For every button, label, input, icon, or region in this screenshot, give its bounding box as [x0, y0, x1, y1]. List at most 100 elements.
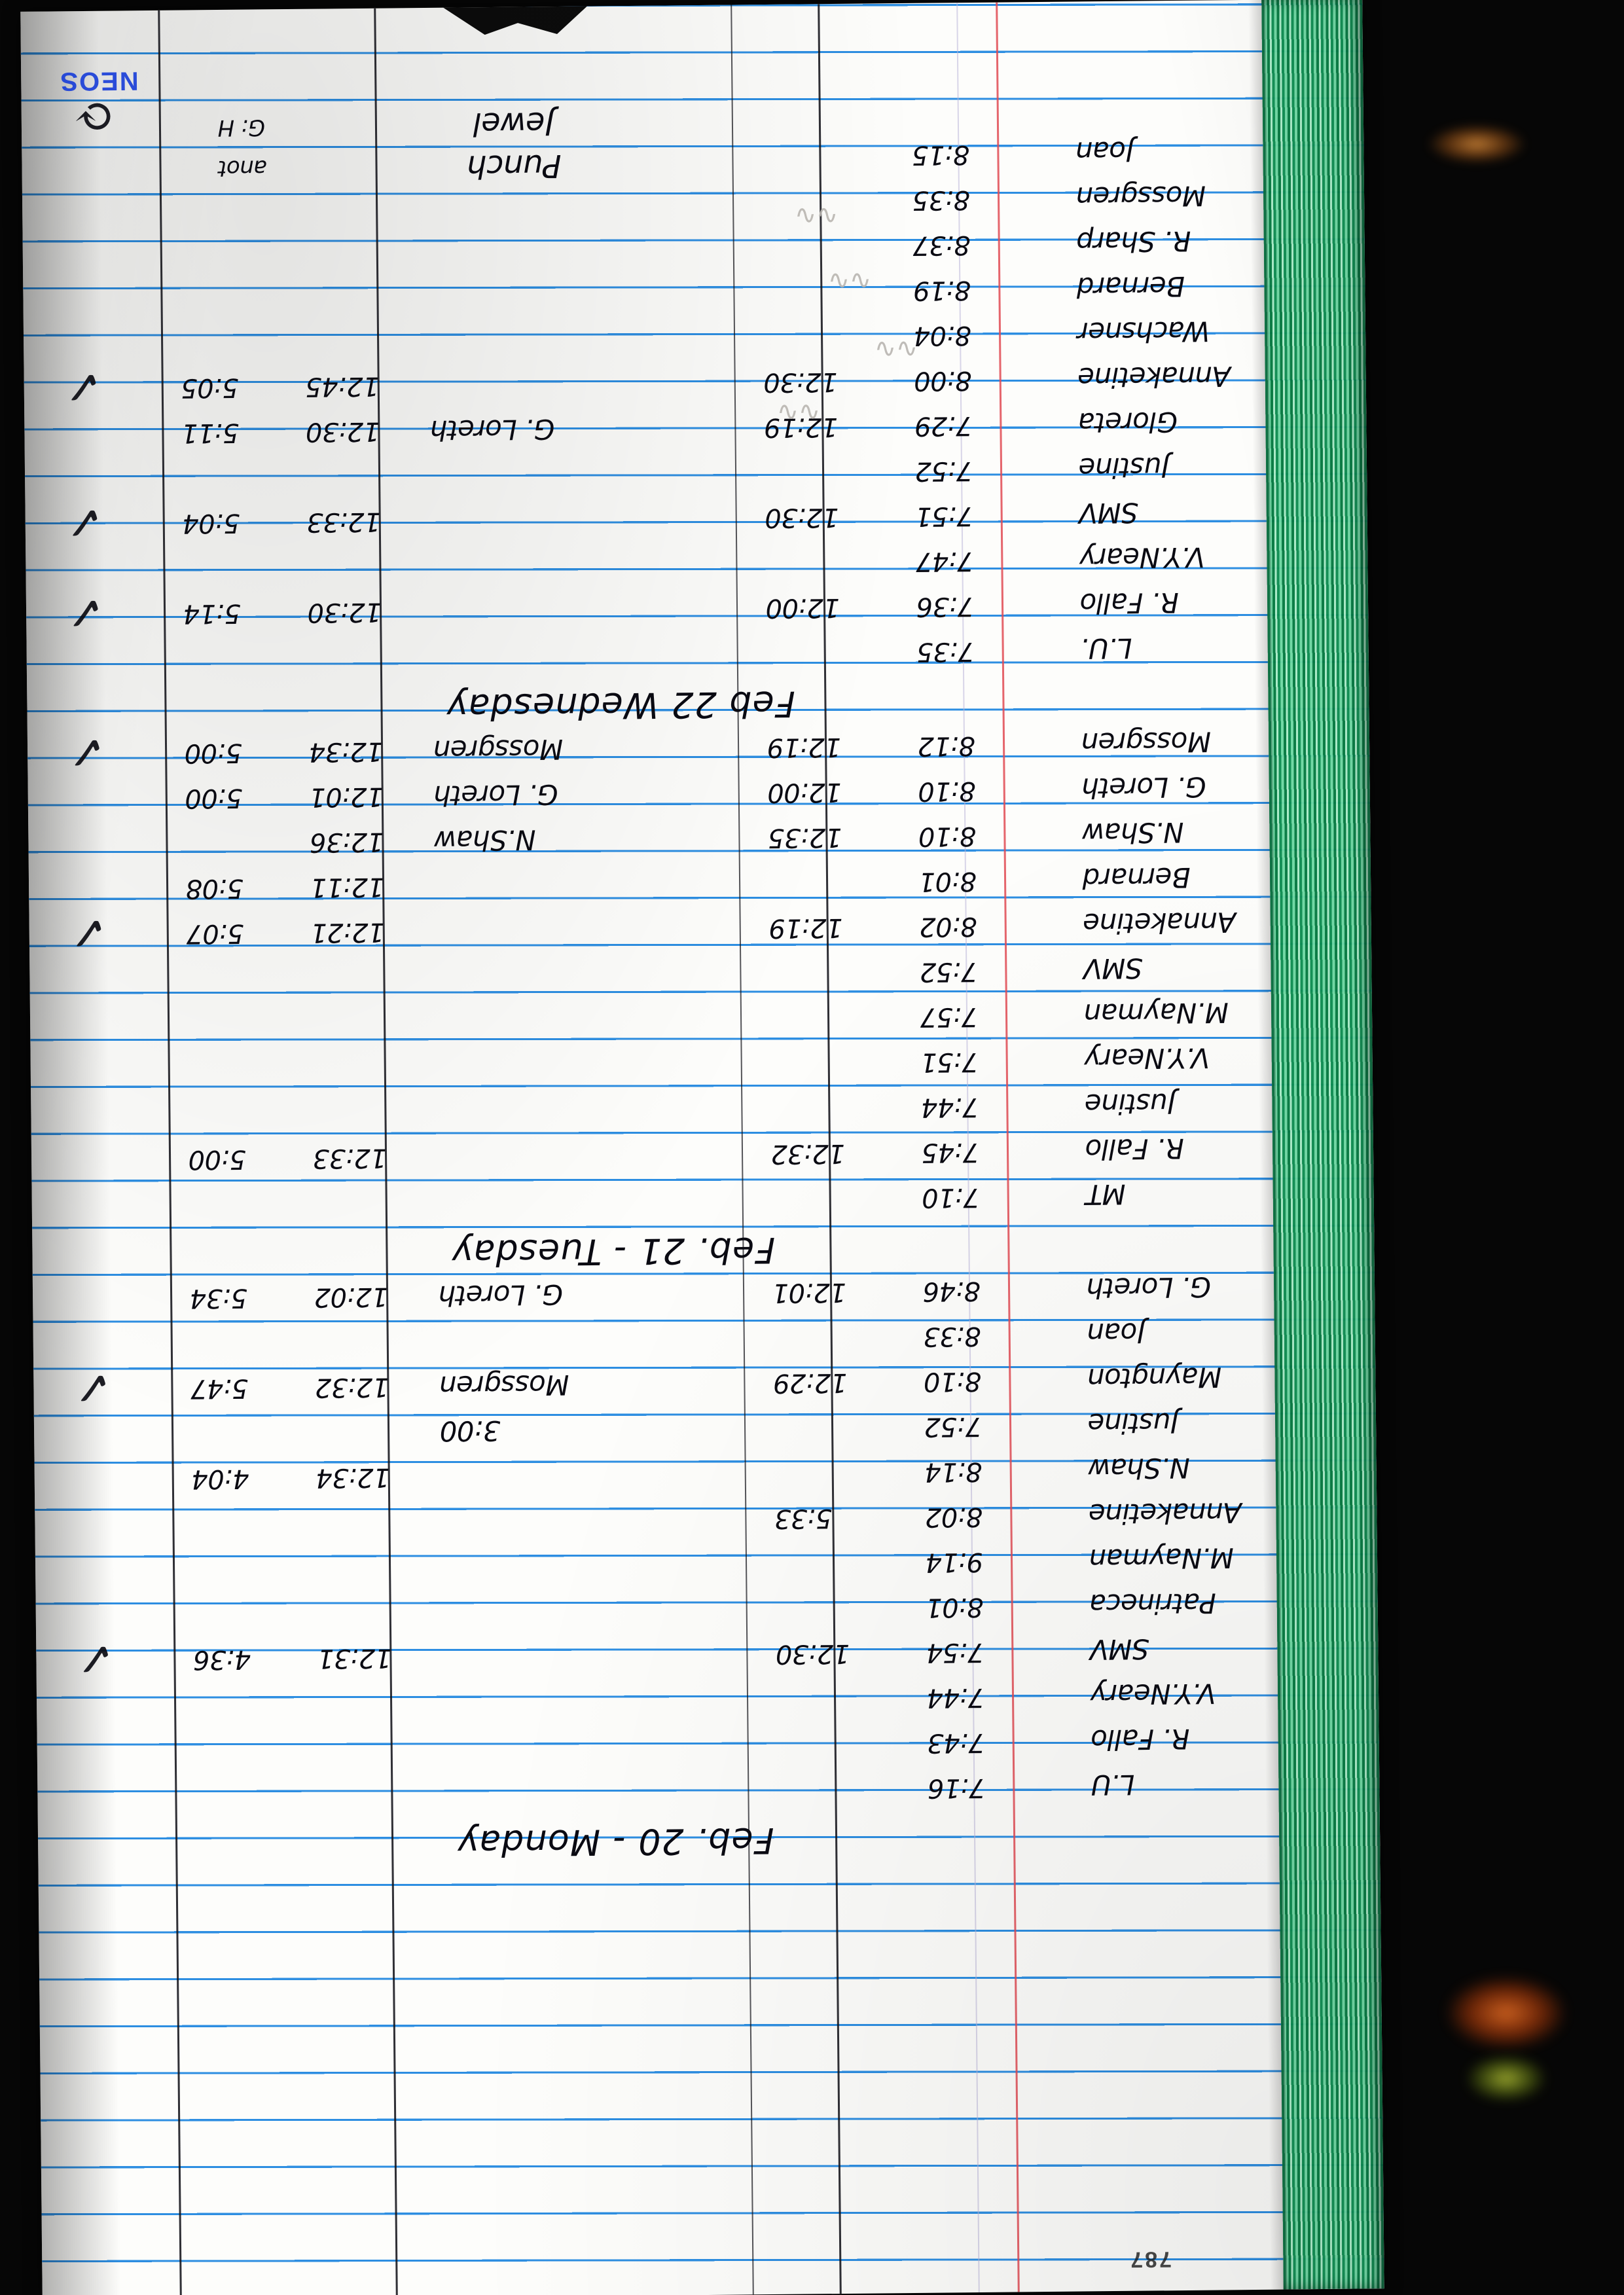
cell-morning-in-feb20-11: 7:16	[928, 1772, 986, 1803]
section-header-feb21: Feb. 21 - Tuesday	[451, 1229, 776, 1274]
cell-noon-out-feb20-0: 12:01	[772, 1276, 847, 1309]
cell-morning-in-feb20-2: 8:10	[924, 1365, 982, 1397]
cell-name-feb22-8: SMV	[1079, 496, 1139, 530]
page-number: 787	[1128, 2247, 1172, 2272]
pencil-showthrough-1: ∿∿	[828, 265, 872, 297]
cell-note-feb20-3: 3:00	[439, 1415, 501, 1447]
cell-name-feb20-11: L.U	[1091, 1768, 1135, 1801]
cell-name-feb21-3: Bernard	[1082, 861, 1191, 894]
row-checkmark-feb22-5: ✓	[63, 359, 103, 415]
cell-morning-in-feb22-11: 7:35	[916, 636, 975, 667]
cell-last-out-feb20-8: 4:36	[193, 1644, 251, 1675]
cell-note-feb21-1: G. Loreth	[433, 778, 559, 812]
cell-noon-out-feb20-5: 5:33	[774, 1503, 833, 1534]
cell-last-out-feb21-4: 5:07	[186, 918, 244, 949]
cell-last-out-feb21-3: 5:08	[185, 873, 244, 904]
cell-afternoon-in-feb21-2: 12:36	[310, 826, 384, 858]
cell-noon-out-feb21-4: 12:19	[768, 912, 843, 943]
cell-morning-in-feb22-3: 8:19	[913, 275, 971, 306]
row-checkmark-feb20-2: ✓	[73, 1360, 113, 1416]
row-checkmark-feb21-4: ✓	[68, 905, 109, 960]
cell-morning-in-feb21-8: 7:44	[921, 1091, 979, 1123]
top-note-mark: G: H	[217, 114, 266, 141]
cell-name-feb22-6: Gloreta	[1078, 405, 1178, 439]
cell-morning-in-feb21-5: 7:52	[920, 956, 978, 987]
cell-noon-out-feb20-2: 12:29	[773, 1367, 848, 1399]
cell-afternoon-in-feb22-10: 12:30	[307, 596, 382, 628]
cell-morning-in-feb22-1: 8:35	[912, 185, 971, 215]
pencil-showthrough-3: ∿∿	[776, 397, 821, 427]
cell-morning-in-feb21-7: 7:51	[920, 1046, 979, 1077]
cell-afternoon-in-feb20-0: 12:02	[314, 1281, 389, 1312]
cell-name-feb20-7: Patrineca	[1089, 1587, 1217, 1621]
cell-noon-out-feb21-2: 12:35	[768, 822, 842, 853]
cell-morning-in-feb20-7: 8:01	[926, 1591, 984, 1623]
cell-note-feb20-0: G. Loreth	[438, 1278, 564, 1312]
cell-note-feb21-2: N.Shaw	[434, 823, 536, 857]
section-header-feb20: Feb. 20 - Monday	[456, 1820, 775, 1864]
cell-name-feb21-6: M.Nayman	[1083, 996, 1229, 1030]
cell-morning-in-feb21-2: 8:10	[918, 820, 977, 852]
cell-morning-in-feb20-1: 8:33	[923, 1320, 981, 1352]
cell-name-feb21-0: Mossgren	[1081, 725, 1212, 759]
top-note-mark2: anot	[218, 154, 268, 182]
cell-morning-in-feb21-0: 8:12	[917, 730, 976, 761]
cell-morning-in-feb22-8: 7:51	[915, 500, 973, 532]
cell-name-feb22-10: R. Fallo	[1079, 586, 1180, 620]
cell-name-feb22-4: Wachsner	[1077, 315, 1210, 349]
cell-morning-in-feb20-8: 7:54	[926, 1636, 984, 1668]
cell-name-feb21-4: Annaketine	[1083, 905, 1236, 939]
cell-morning-in-feb20-9: 7:44	[926, 1682, 985, 1713]
cell-last-out-feb20-0: 5:34	[189, 1282, 248, 1314]
cell-last-out-feb22-5: 5:05	[181, 372, 239, 403]
cell-afternoon-in-feb21-3: 12:11	[310, 871, 385, 903]
notebook-page: NEOS Jewel Punch G: H anot ⟳ 787 Joan 8:1…	[20, 0, 1384, 2295]
cell-afternoon-in-feb21-4: 12:21	[310, 916, 385, 948]
scanner-light-flare-top	[1428, 124, 1526, 164]
top-note-line1: Jewel	[473, 105, 554, 143]
cell-morning-in-feb22-4: 8:04	[913, 319, 972, 351]
cell-note-feb20-2: Mossgren	[439, 1369, 569, 1402]
cell-name-feb20-6: M.Nayman	[1089, 1542, 1235, 1576]
cell-afternoon-in-feb20-4: 12:34	[316, 1462, 390, 1493]
cell-noon-out-feb22-8: 12:30	[765, 501, 839, 533]
row-checkmark-feb22-8: ✓	[64, 494, 105, 551]
cell-name-feb22-0: Joan	[1075, 135, 1134, 168]
cell-morning-in-feb21-10: 7:10	[922, 1182, 980, 1213]
cell-name-feb21-8: Justine	[1085, 1087, 1176, 1120]
cell-afternoon-in-feb20-2: 12:32	[315, 1371, 389, 1403]
cell-name-feb22-7: Justine	[1078, 451, 1170, 484]
cell-afternoon-in-feb21-0: 12:34	[308, 736, 384, 767]
pencil-showthrough-2: ∿∿	[875, 333, 918, 365]
cell-name-feb20-10: R. Fallo	[1091, 1722, 1190, 1756]
cell-noon-out-feb20-8: 12:30	[776, 1638, 850, 1669]
cell-name-feb22-11: L.U.	[1080, 632, 1132, 665]
cell-last-out-feb20-4: 4:04	[191, 1463, 249, 1494]
left-scrawl-top: ⟳	[73, 89, 114, 145]
cell-afternoon-in-feb22-6: 12:30	[306, 416, 380, 447]
cell-name-feb21-5: SMV	[1083, 952, 1143, 985]
cell-morning-in-feb22-7: 7:52	[914, 455, 973, 486]
cell-morning-in-feb20-4: 8:14	[924, 1456, 983, 1487]
cell-name-feb22-9: V.Y.Neary	[1079, 541, 1206, 575]
cell-name-feb21-9: R. Fallo	[1085, 1132, 1185, 1165]
cell-name-feb22-2: R. Sharp	[1076, 225, 1191, 259]
cell-morning-in-feb22-5: 8:00	[914, 365, 972, 396]
cell-name-feb21-7: V.Y.Neary	[1084, 1041, 1210, 1075]
cell-noon-out-feb21-0: 12:19	[767, 731, 842, 763]
cell-noon-out-feb22-10: 12:00	[765, 592, 840, 624]
cell-note-feb22-6: G. Loreth	[430, 413, 555, 446]
cell-name-feb20-0: G. Loreth	[1086, 1271, 1212, 1305]
cell-morning-in-feb22-10: 7:36	[916, 590, 975, 622]
cell-morning-in-feb21-9: 7:45	[921, 1136, 980, 1168]
cell-morning-in-feb22-6: 7:29	[914, 410, 973, 441]
cell-name-feb21-1: G. Loreth	[1081, 770, 1206, 804]
cell-morning-in-feb21-4: 8:02	[919, 911, 977, 942]
scanner-light-flare-bottom	[1447, 1977, 1565, 2049]
cell-name-feb20-8: SMV	[1090, 1633, 1149, 1666]
cell-afternoon-in-feb22-5: 12:45	[305, 370, 380, 402]
row-checkmark-feb22-10: ✓	[65, 585, 105, 641]
cell-afternoon-in-feb21-9: 12:33	[312, 1142, 388, 1174]
pencil-showthrough-0: ∿∿	[795, 200, 839, 231]
cell-morning-in-feb20-3: 7:52	[924, 1411, 983, 1442]
